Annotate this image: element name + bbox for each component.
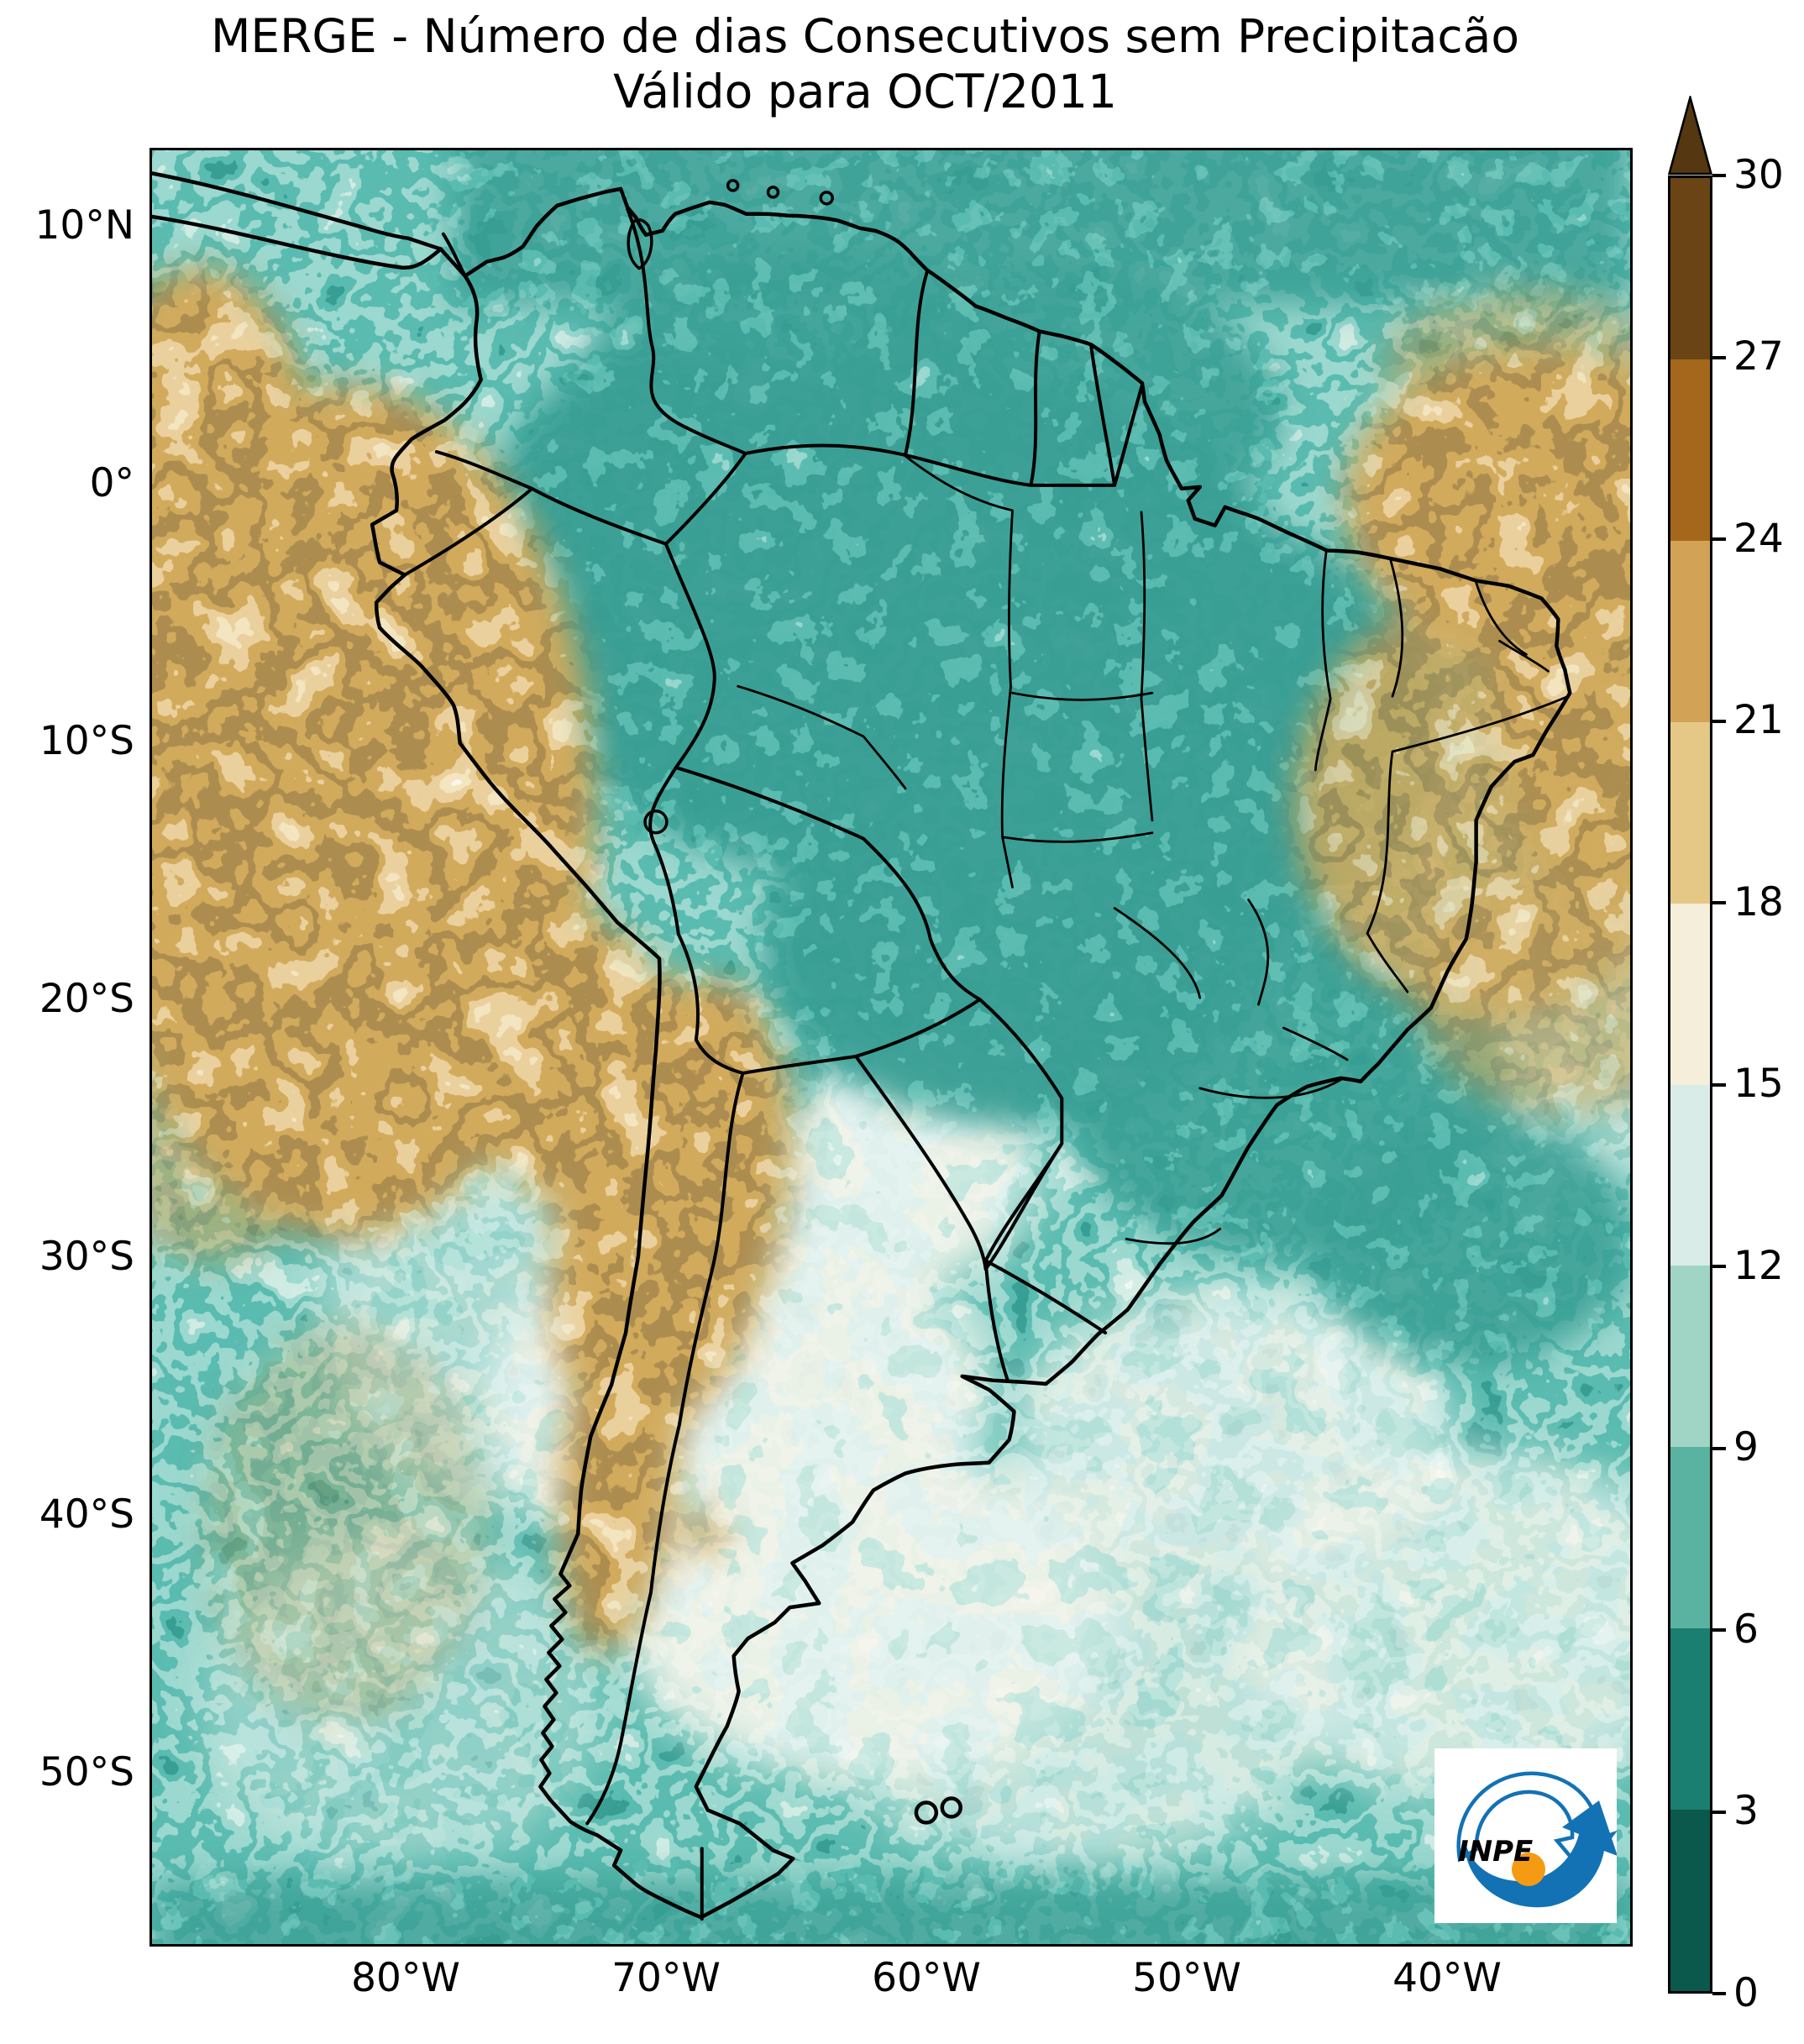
colorbar-tickmark-24 [1712, 537, 1726, 541]
colorbar-label-30: 30 [1733, 152, 1784, 198]
lat-tick-20S: 20°S [39, 976, 134, 1022]
colorbar-segment-21-24 [1670, 540, 1710, 722]
logo-swoosh-arrow [1465, 1800, 1617, 1908]
colorbar [1668, 176, 1712, 1994]
colorbar-segment-15-18 [1670, 903, 1710, 1085]
colorbar-segment-3-6 [1670, 1628, 1710, 1811]
colorbar-label-21: 21 [1733, 697, 1784, 743]
colorbar-tickmark-6 [1712, 1628, 1726, 1632]
lat-tick-50S: 50°S [39, 1749, 134, 1795]
colorbar-label-15: 15 [1733, 1061, 1784, 1107]
logo-text: INPE [1458, 1835, 1533, 1868]
colorbar-segment-24-27 [1670, 359, 1710, 541]
colorbar-tickmark-3 [1712, 1810, 1726, 1814]
lat-tick-30S: 30°S [39, 1234, 134, 1280]
colorbar-tickmark-9 [1712, 1446, 1726, 1450]
colorbar-tickmark-15 [1712, 1082, 1726, 1087]
lon-tick-80W: 80°W [351, 1955, 460, 2001]
colorbar-tickmark-21 [1712, 719, 1726, 723]
colorbar-label-24: 24 [1733, 516, 1784, 562]
colorbar-tickmark-12 [1712, 1265, 1726, 1268]
colorbar-segment-9-12 [1670, 1266, 1710, 1448]
logo-orange-dot [1512, 1853, 1545, 1886]
map-plot-area [149, 148, 1633, 1947]
colorbar-label-3: 3 [1733, 1788, 1759, 1834]
colorbar-segment-0-3 [1670, 1810, 1710, 1992]
colorbar-tickmark-0 [1712, 1992, 1726, 1995]
lat-tick-0: 0° [89, 460, 134, 506]
inpe-logo: INPE [1434, 1748, 1617, 1923]
inpe-logo-graphic: INPE [1456, 1771, 1617, 1908]
map-dry-regions [152, 150, 1630, 1944]
plot-title-line2: Válido para OCT/2011 [613, 65, 1117, 118]
coastline-borders [152, 171, 1572, 1921]
colorbar-tickmark-18 [1712, 901, 1726, 904]
colorbar-segment-18-21 [1670, 721, 1710, 904]
lon-tick-40W: 40°W [1392, 1955, 1502, 2001]
precipitation-map [152, 150, 1630, 1944]
lat-tick-40S: 40°S [39, 1491, 134, 1538]
plot-title-line1: MERGE - Número de dias Consecutivos sem … [210, 9, 1520, 63]
colorbar-tickmark-27 [1712, 355, 1726, 359]
lon-tick-50W: 50°W [1132, 1955, 1241, 2001]
colorbar-label-9: 9 [1733, 1424, 1759, 1470]
colorbar-segment-27-30 [1670, 178, 1710, 359]
colorbar-label-12: 12 [1733, 1243, 1784, 1289]
colorbar-extend-arrow [1668, 96, 1712, 176]
lat-tick-10N: 10°N [34, 202, 134, 249]
lat-tick-10S: 10°S [39, 718, 134, 764]
colorbar-label-6: 6 [1733, 1606, 1759, 1653]
colorbar-label-0: 0 [1733, 1970, 1759, 2016]
colorbar-label-27: 27 [1733, 333, 1784, 380]
colorbar-segment-12-15 [1670, 1084, 1710, 1266]
colorbar-segment-6-9 [1670, 1447, 1710, 1629]
lon-tick-70W: 70°W [611, 1955, 721, 2001]
colorbar-label-18: 18 [1733, 879, 1784, 925]
colorbar-tickmark-30 [1712, 174, 1726, 177]
lon-tick-60W: 60°W [872, 1955, 981, 2001]
